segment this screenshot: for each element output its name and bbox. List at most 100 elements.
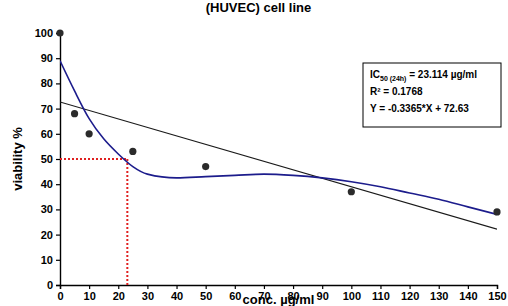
x-tick-label: 140 bbox=[459, 290, 477, 302]
x-tick: 120 bbox=[401, 285, 419, 302]
x-tick: 100 bbox=[343, 285, 361, 302]
data-point bbox=[86, 130, 93, 137]
x-tick: 60 bbox=[229, 285, 241, 302]
reference-lines bbox=[60, 159, 127, 285]
y-tick: 70 bbox=[41, 103, 60, 115]
x-tick: 110 bbox=[372, 285, 390, 302]
ic50-horizontal-line bbox=[60, 158, 127, 160]
data-point bbox=[348, 188, 355, 195]
y-tick-label: 60 bbox=[41, 128, 53, 140]
x-tick-label: 30 bbox=[142, 290, 154, 302]
x-tick-mark bbox=[264, 285, 265, 289]
y-tick: 0 bbox=[47, 279, 60, 291]
x-tick-mark bbox=[322, 285, 323, 289]
x-axis-title: conc. µg/ml bbox=[243, 292, 315, 306]
annotation-part: Y = -0.3365*X + 72.63 bbox=[370, 103, 469, 114]
x-tick: 130 bbox=[430, 285, 448, 302]
x-tick-mark bbox=[410, 285, 411, 289]
x-tick: 20 bbox=[113, 285, 125, 302]
y-tick-label: 20 bbox=[41, 229, 53, 241]
y-tick-label: 30 bbox=[41, 203, 53, 215]
annotation-text: R² = 0.1768 bbox=[370, 86, 423, 97]
x-tick-label: 150 bbox=[488, 290, 506, 302]
x-tick: 0 bbox=[57, 285, 63, 302]
x-tick-label: 60 bbox=[229, 290, 241, 302]
x-tick-mark bbox=[147, 285, 148, 289]
x-tick: 90 bbox=[317, 285, 329, 302]
x-tick-mark bbox=[468, 285, 469, 289]
data-point bbox=[202, 163, 209, 170]
x-tick: 40 bbox=[171, 285, 183, 302]
x-tick: 10 bbox=[84, 285, 96, 302]
y-tick-mark bbox=[56, 83, 60, 84]
y-axis: 0 10 20 30 40 50 60 70 80 90 100 bbox=[35, 27, 61, 291]
x-tick-mark bbox=[439, 285, 440, 289]
y-tick-mark bbox=[56, 108, 60, 109]
x-tick-mark bbox=[89, 285, 90, 289]
y-tick-mark bbox=[56, 134, 60, 135]
x-tick-mark bbox=[293, 285, 294, 289]
y-tick-mark bbox=[56, 260, 60, 261]
y-tick: 40 bbox=[41, 178, 60, 190]
y-tick-label: 80 bbox=[41, 77, 53, 89]
y-tick-mark bbox=[56, 235, 60, 236]
y-tick: 20 bbox=[41, 229, 60, 241]
annotation-part: IC bbox=[370, 69, 380, 80]
x-tick: 50 bbox=[200, 285, 212, 302]
y-tick-mark bbox=[56, 58, 60, 59]
x-tick: 140 bbox=[459, 285, 477, 302]
ic50-vertical-line bbox=[126, 159, 128, 285]
title: (HUVEC) cell line bbox=[206, 0, 311, 15]
x-axis-line bbox=[61, 286, 498, 290]
x-tick-label: 90 bbox=[317, 290, 329, 302]
annotation-part: = 23.114 µg/ml bbox=[406, 69, 477, 80]
y-tick-label: 50 bbox=[41, 153, 53, 165]
x-tick-label: 0 bbox=[57, 290, 63, 302]
y-tick-mark bbox=[56, 159, 60, 160]
y-tick-label: 70 bbox=[41, 103, 53, 115]
chart: 0 10 20 30 40 50 60 70 80 90 100 110 120 130 140 150 0 10… bbox=[0, 0, 508, 306]
x-tick-mark bbox=[118, 285, 119, 289]
x-tick-label: 120 bbox=[401, 290, 419, 302]
y-tick: 10 bbox=[41, 254, 60, 266]
y-tick: 30 bbox=[41, 203, 60, 215]
x-tick: 150 bbox=[488, 285, 506, 302]
x-tick-label: 100 bbox=[343, 290, 361, 302]
annotation-frame bbox=[363, 63, 501, 127]
y-tick-mark bbox=[56, 209, 60, 210]
x-tick-label: 110 bbox=[372, 290, 390, 302]
annotation-text: IC50 (24h) = 23.114 µg/ml bbox=[370, 69, 477, 83]
y-tick-label: 10 bbox=[41, 254, 53, 266]
y-tick-label: 40 bbox=[41, 178, 53, 190]
y-tick: 50 bbox=[41, 153, 60, 165]
annotation-box: IC50 (24h) = 23.114 µg/ml R² = 0.1768 Y = … bbox=[363, 63, 501, 127]
y-tick-label: 90 bbox=[41, 52, 53, 64]
x-tick: 30 bbox=[142, 285, 154, 302]
y-axis-line bbox=[56, 34, 61, 286]
annotation-part: R² = 0.1768 bbox=[370, 86, 423, 97]
y-tick-label: 100 bbox=[35, 27, 53, 39]
x-tick-mark bbox=[497, 285, 498, 289]
y-tick-mark bbox=[56, 285, 60, 286]
data-point bbox=[493, 208, 500, 215]
data-point bbox=[71, 110, 78, 117]
annotation-text: Y = -0.3365*X + 72.63 bbox=[370, 103, 469, 114]
x-tick-label: 130 bbox=[430, 290, 448, 302]
y-tick: 80 bbox=[41, 77, 60, 89]
plot: 0 10 20 30 40 50 60 70 80 90 100 110 120 130 140 150 0 10… bbox=[35, 27, 507, 302]
annotation-part: 50 (24h) bbox=[380, 75, 406, 83]
markers bbox=[56, 29, 500, 215]
y-axis-title: viability % bbox=[10, 127, 25, 191]
x-tick-mark bbox=[206, 285, 207, 289]
y-tick: 100 bbox=[35, 27, 60, 39]
y-tick-mark bbox=[56, 184, 60, 185]
x-tick-label: 20 bbox=[113, 290, 125, 302]
x-tick-mark bbox=[176, 285, 177, 289]
x-tick-label: 40 bbox=[171, 290, 183, 302]
x-tick-mark bbox=[351, 285, 352, 289]
x-tick-label: 10 bbox=[84, 290, 96, 302]
x-tick-label: 50 bbox=[200, 290, 212, 302]
data-point bbox=[56, 29, 63, 36]
y-tick: 90 bbox=[41, 52, 60, 64]
x-tick-mark bbox=[235, 285, 236, 289]
